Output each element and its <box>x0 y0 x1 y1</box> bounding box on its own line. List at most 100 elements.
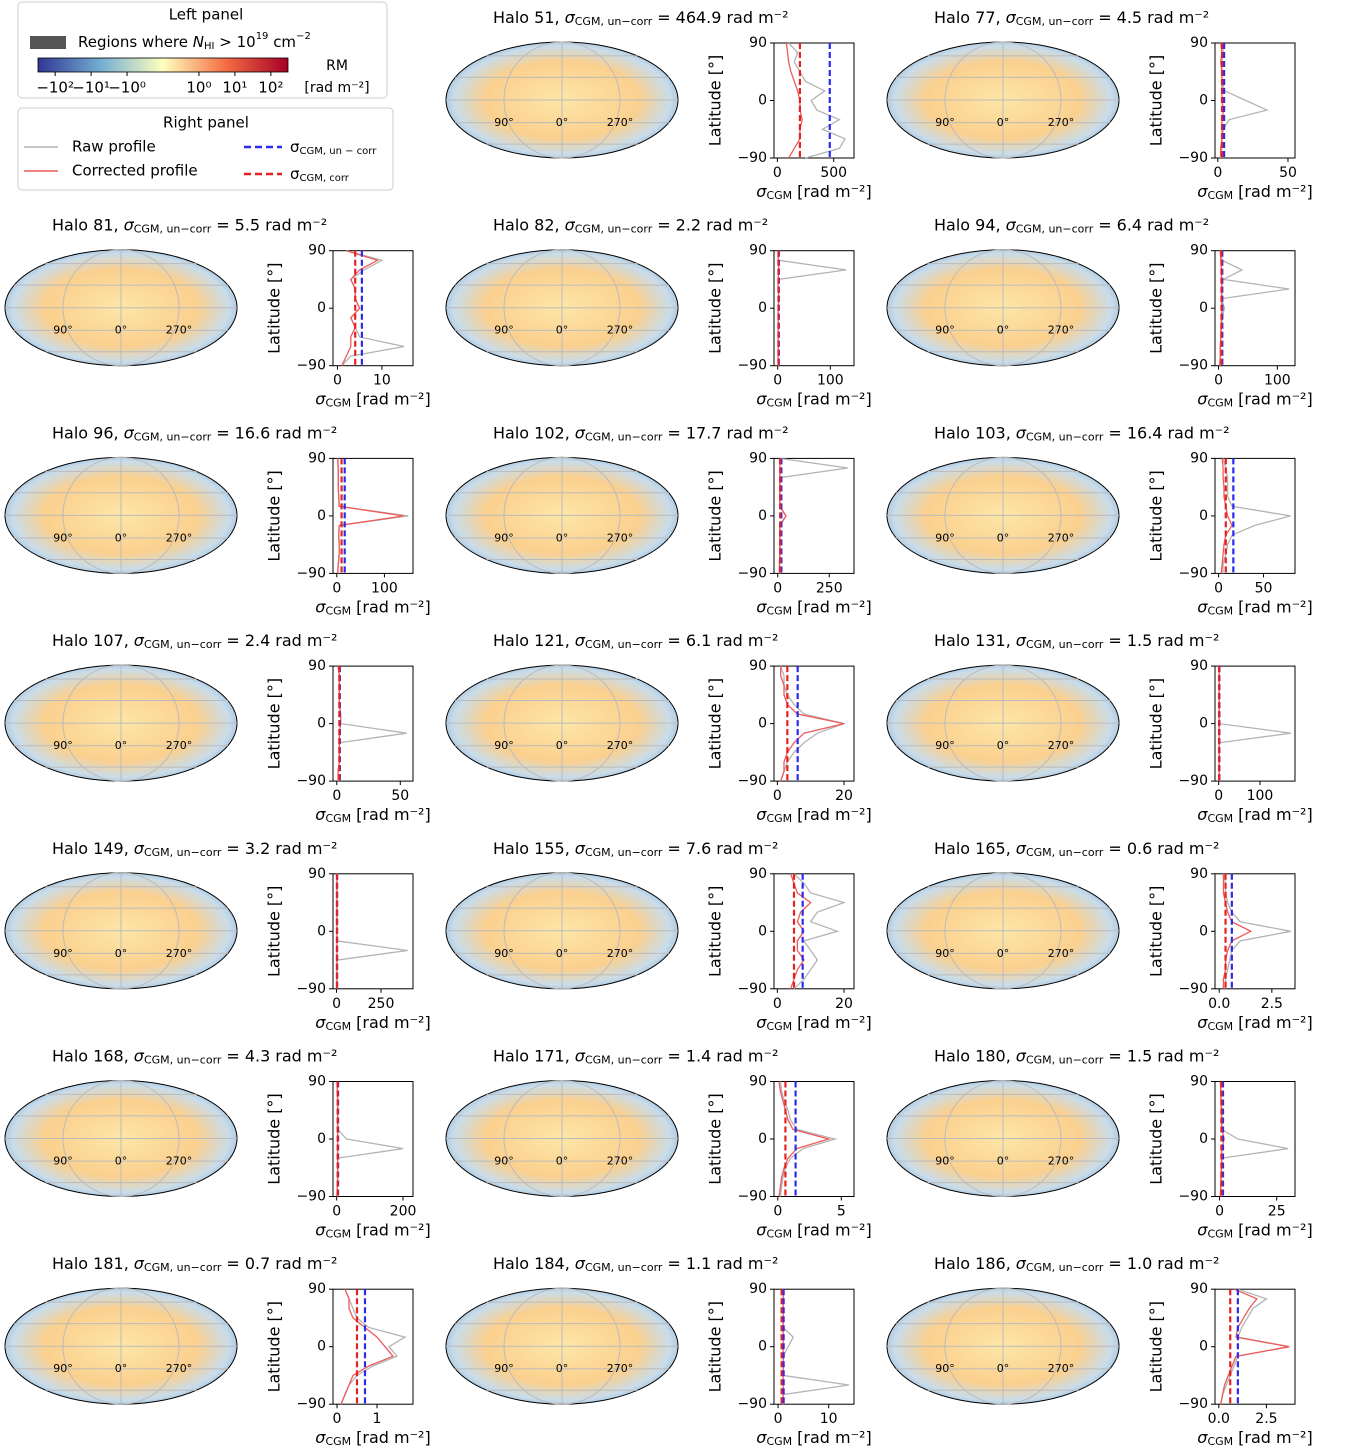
y-tick-label: −90 <box>1178 1189 1208 1205</box>
y-axis-label: Latitude [°] <box>265 470 284 561</box>
y-tick-label: 0 <box>1199 923 1208 939</box>
panel-title: Halo 82, σCGM, un−corr = 2.2 rad m⁻² <box>493 215 768 236</box>
profile-line <box>1220 1081 1289 1197</box>
text-part: , <box>124 631 129 650</box>
text-part: rad m⁻² <box>1157 1046 1219 1065</box>
y-tick-label: 0 <box>1199 508 1208 524</box>
text-part: Halo 103 <box>934 423 1006 442</box>
text-part: σ <box>315 1012 326 1031</box>
map-label: 270° <box>1048 947 1075 960</box>
y-tick-label: −90 <box>296 981 326 997</box>
map-label: 90° <box>494 1155 514 1168</box>
text-part: 6.1 <box>686 631 711 650</box>
x-tick-label: 2.5 <box>1261 996 1283 1012</box>
map-label: 0° <box>556 531 569 544</box>
y-axis-label: Latitude [°] <box>265 886 284 977</box>
profile-line <box>788 42 846 159</box>
legend-title: Right panel <box>163 114 249 132</box>
text-part: rad m⁻² <box>275 631 337 650</box>
text-part: = <box>667 838 680 857</box>
text-part: [rad m⁻²] <box>1238 389 1313 408</box>
x-axis-label: σCGM [rad m⁻²] <box>1197 597 1312 618</box>
text-part: CGM <box>1207 397 1233 410</box>
y-tick-label: 0 <box>317 1339 326 1355</box>
map-label: 90° <box>935 947 955 960</box>
y-tick-label: −90 <box>737 358 767 374</box>
x-tick-label: 0 <box>773 788 782 804</box>
text-part: Halo 181 <box>52 1254 124 1273</box>
map-label: 90° <box>494 531 514 544</box>
text-part: HI <box>204 41 214 52</box>
y-tick-label: 0 <box>1199 1339 1208 1355</box>
x-tick-label: 0 <box>773 373 782 389</box>
x-axis-label: σCGM [rad m⁻²] <box>756 389 871 410</box>
text-part: Halo 94 <box>934 215 996 234</box>
axes-frame <box>332 1288 414 1405</box>
text-part: rad m⁻² <box>275 1254 337 1273</box>
y-tick-label: 0 <box>758 1131 767 1147</box>
y-tick-label: 0 <box>1199 1131 1208 1147</box>
text-part: CGM <box>1207 1435 1233 1448</box>
y-tick-label: 90 <box>749 1281 767 1297</box>
x-tick-label: 200 <box>390 1204 417 1220</box>
text-part: [rad m⁻²] <box>356 805 431 824</box>
panel-title: Halo 131, σCGM, un−corr = 1.5 rad m⁻² <box>934 631 1219 652</box>
y-tick-label: 90 <box>1190 866 1208 882</box>
y-tick-label: 0 <box>1199 300 1208 316</box>
axes-frame <box>773 1288 855 1405</box>
map-label: 270° <box>1048 1362 1075 1375</box>
x-tick-label: 50 <box>391 788 409 804</box>
y-axis-label: Latitude [°] <box>706 678 725 769</box>
text-part: [rad m⁻²] <box>1238 597 1313 616</box>
x-tick-label: 5 <box>837 1204 846 1220</box>
map-label: 0° <box>115 1362 128 1375</box>
colorbar-tick-label: 10⁰ <box>186 79 211 97</box>
text-part: rad m⁻² <box>1167 423 1229 442</box>
text-part: σ <box>1197 597 1208 616</box>
x-axis-label: σCGM [rad m⁻²] <box>315 1012 430 1033</box>
text-part: = <box>657 8 670 27</box>
x-axis-label: σCGM [rad m⁻²] <box>315 597 430 618</box>
y-axis-label: Latitude [°] <box>706 262 725 353</box>
text-part: Halo 102 <box>493 423 565 442</box>
profile-line <box>782 1289 850 1405</box>
text-part: CGM, un−corr <box>1016 223 1094 236</box>
text-part: rad m⁻² <box>716 631 778 650</box>
panel-title: Halo 81, σCGM, un−corr = 5.5 rad m⁻² <box>52 215 327 236</box>
y-axis-label: Latitude [°] <box>1147 886 1166 977</box>
map-label: 270° <box>607 739 634 752</box>
text-part: = <box>1098 8 1111 27</box>
text-part: CGM <box>1207 189 1233 202</box>
y-axis-label: Latitude [°] <box>706 1301 725 1392</box>
x-tick-label: 0 <box>1214 580 1223 596</box>
text-part: = <box>226 631 239 650</box>
y-tick-label: 90 <box>749 35 767 51</box>
text-part: σ <box>315 805 326 824</box>
y-tick-label: −90 <box>1178 981 1208 997</box>
y-axis-label: Latitude [°] <box>265 1093 284 1184</box>
map-label: 0° <box>115 739 128 752</box>
map-label: 270° <box>607 1362 634 1375</box>
map-label: 0° <box>115 947 128 960</box>
x-axis-label: σCGM [rad m⁻²] <box>1197 805 1312 826</box>
y-tick-label: 90 <box>749 658 767 674</box>
profile-line <box>337 458 409 574</box>
y-tick-label: 90 <box>1190 1281 1208 1297</box>
text-part: Halo 107 <box>52 631 124 650</box>
axes-frame <box>1214 250 1296 367</box>
text-part: σ <box>575 838 586 857</box>
x-tick-label: 0 <box>773 1204 782 1220</box>
text-part: 1.0 <box>1127 1254 1152 1273</box>
text-part: σ <box>1006 8 1017 27</box>
map-label: 90° <box>494 116 514 129</box>
text-part: σ <box>315 1428 326 1447</box>
panel-title: Halo 103, σCGM, un−corr = 16.4 rad m⁻² <box>934 423 1230 444</box>
axes-frame <box>1214 665 1296 782</box>
y-tick-label: 0 <box>758 300 767 316</box>
text-part: [rad m⁻²] <box>356 1012 431 1031</box>
text-part: = <box>216 215 229 234</box>
text-part: Halo 180 <box>934 1046 1006 1065</box>
axes-frame <box>1214 1081 1296 1197</box>
text-part: CGM <box>766 1435 792 1448</box>
colorbar-tick-label: 10² <box>258 79 283 97</box>
